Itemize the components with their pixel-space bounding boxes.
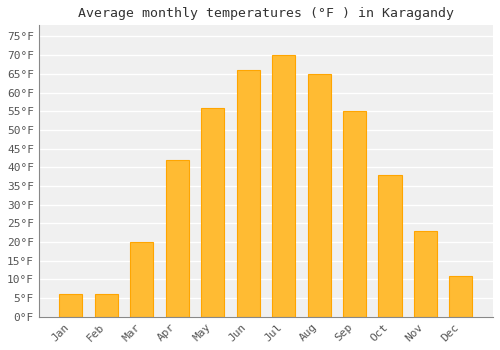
Bar	[166, 160, 189, 317]
Title: Average monthly temperatures (°F ) in Karagandy: Average monthly temperatures (°F ) in Ka…	[78, 7, 454, 20]
Bar	[450, 276, 472, 317]
Bar	[378, 175, 402, 317]
Bar	[95, 294, 118, 317]
Bar	[414, 231, 437, 317]
Bar	[272, 55, 295, 317]
Bar	[308, 74, 330, 317]
Bar	[201, 107, 224, 317]
Bar	[130, 242, 154, 317]
Bar	[343, 111, 366, 317]
Bar	[60, 294, 82, 317]
Bar	[236, 70, 260, 317]
